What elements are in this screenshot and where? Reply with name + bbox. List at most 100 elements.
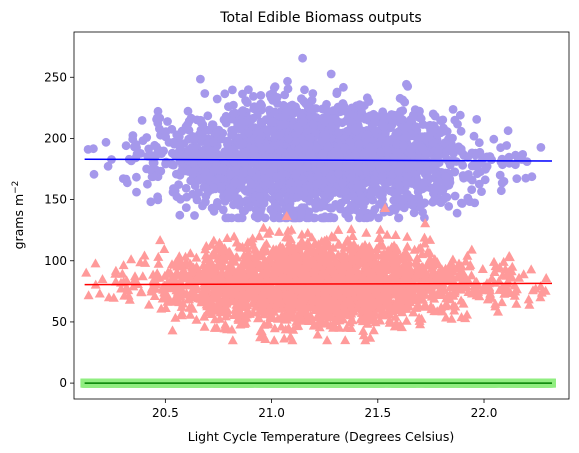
data-point-series-1 [222,136,232,146]
data-point-series-2 [535,292,546,302]
data-point-series-1 [293,122,302,132]
data-point-series-1 [297,208,306,218]
data-point-series-2 [390,259,401,269]
data-point-series-2 [414,312,425,322]
data-point-series-2 [363,288,374,298]
data-point-series-1 [414,162,424,172]
data-point-series-1 [375,147,385,157]
data-point-series-1 [406,144,416,154]
data-point-series-1 [496,186,506,196]
data-point-series-2 [375,224,386,234]
data-point-series-1 [436,198,446,208]
data-point-series-1 [382,145,392,155]
data-point-series-1 [248,113,258,123]
data-point-series-2 [253,313,263,323]
data-point-series-2 [275,296,286,306]
data-point-series-1 [322,99,331,109]
data-point-series-1 [298,117,308,127]
data-point-series-1 [159,146,169,156]
data-point-series-1 [291,136,300,146]
data-point-series-1 [437,184,447,193]
data-point-series-1 [230,125,240,135]
data-point-series-1 [333,116,342,126]
data-point-series-2 [153,258,164,268]
data-point-series-2 [159,244,170,253]
data-point-series-1 [229,200,238,210]
data-point-series-1 [274,192,284,202]
data-point-series-1 [249,92,258,101]
data-point-series-1 [448,133,457,143]
data-point-series-1 [181,203,191,213]
data-point-series-1 [260,174,270,184]
data-point-series-1 [453,119,462,129]
data-point-series-1 [184,167,194,176]
data-point-series-2 [498,256,509,266]
data-point-series-2 [220,288,231,298]
data-point-series-2 [342,286,353,295]
data-point-series-1 [309,120,318,129]
data-point-series-2 [433,288,444,298]
data-point-series-1 [455,110,465,120]
data-point-series-2 [497,270,508,280]
data-point-series-2 [358,325,369,335]
data-point-series-2 [369,313,379,323]
data-point-series-2 [523,294,534,304]
data-point-series-2 [334,239,345,249]
data-point-series-1 [283,76,292,86]
data-point-series-2 [173,291,184,301]
data-point-series-1 [512,174,522,184]
data-point-series-2 [511,298,522,308]
data-point-series-1 [345,138,355,147]
data-point-series-1 [463,193,473,203]
data-point-series-1 [362,130,372,139]
data-point-series-1 [348,191,358,201]
data-point-series-1 [481,164,490,174]
data-point-series-1 [485,152,495,161]
data-point-series-2 [144,299,154,309]
data-point-series-1 [335,152,344,162]
data-point-series-1 [398,140,408,150]
data-point-series-1 [402,79,411,89]
data-point-series-1 [368,145,378,155]
data-point-series-2 [346,224,357,234]
data-point-series-1 [343,116,353,126]
data-point-series-1 [364,97,374,106]
data-point-series-1 [457,147,466,157]
data-point-series-2 [255,332,266,342]
data-point-series-1 [294,144,303,154]
data-point-series-1 [403,122,412,131]
data-point-series-2 [462,250,473,260]
data-point-series-1 [278,120,287,130]
data-point-series-2 [447,254,458,264]
data-point-series-2 [274,226,285,236]
data-point-series-1 [181,183,191,193]
data-point-series-2 [312,329,323,339]
data-point-series-2 [146,286,157,296]
data-point-series-2 [442,265,453,275]
data-point-series-1 [503,157,513,167]
data-point-series-1 [152,142,161,152]
data-point-series-2 [337,313,348,323]
data-point-series-1 [175,152,185,162]
data-point-series-2 [371,284,382,294]
data-point-series-1 [311,200,320,209]
data-point-series-1 [320,165,330,175]
data-point-series-1 [463,153,473,162]
data-point-series-1 [394,213,404,223]
data-point-series-1 [242,98,252,107]
data-point-series-1 [289,160,299,170]
data-point-series-1 [137,116,147,125]
data-point-series-1 [318,149,328,159]
data-point-series-2 [130,271,140,281]
data-point-series-2 [456,312,467,322]
data-point-series-1 [225,152,235,161]
data-point-series-1 [153,106,163,116]
data-point-series-2 [456,295,467,305]
data-point-series-2 [224,247,235,257]
data-point-series-1 [132,143,141,153]
data-point-series-2 [214,313,225,323]
data-point-series-1 [384,177,394,187]
data-point-series-1 [274,131,284,140]
data-point-series-1 [221,111,231,121]
data-point-series-2 [276,321,287,331]
